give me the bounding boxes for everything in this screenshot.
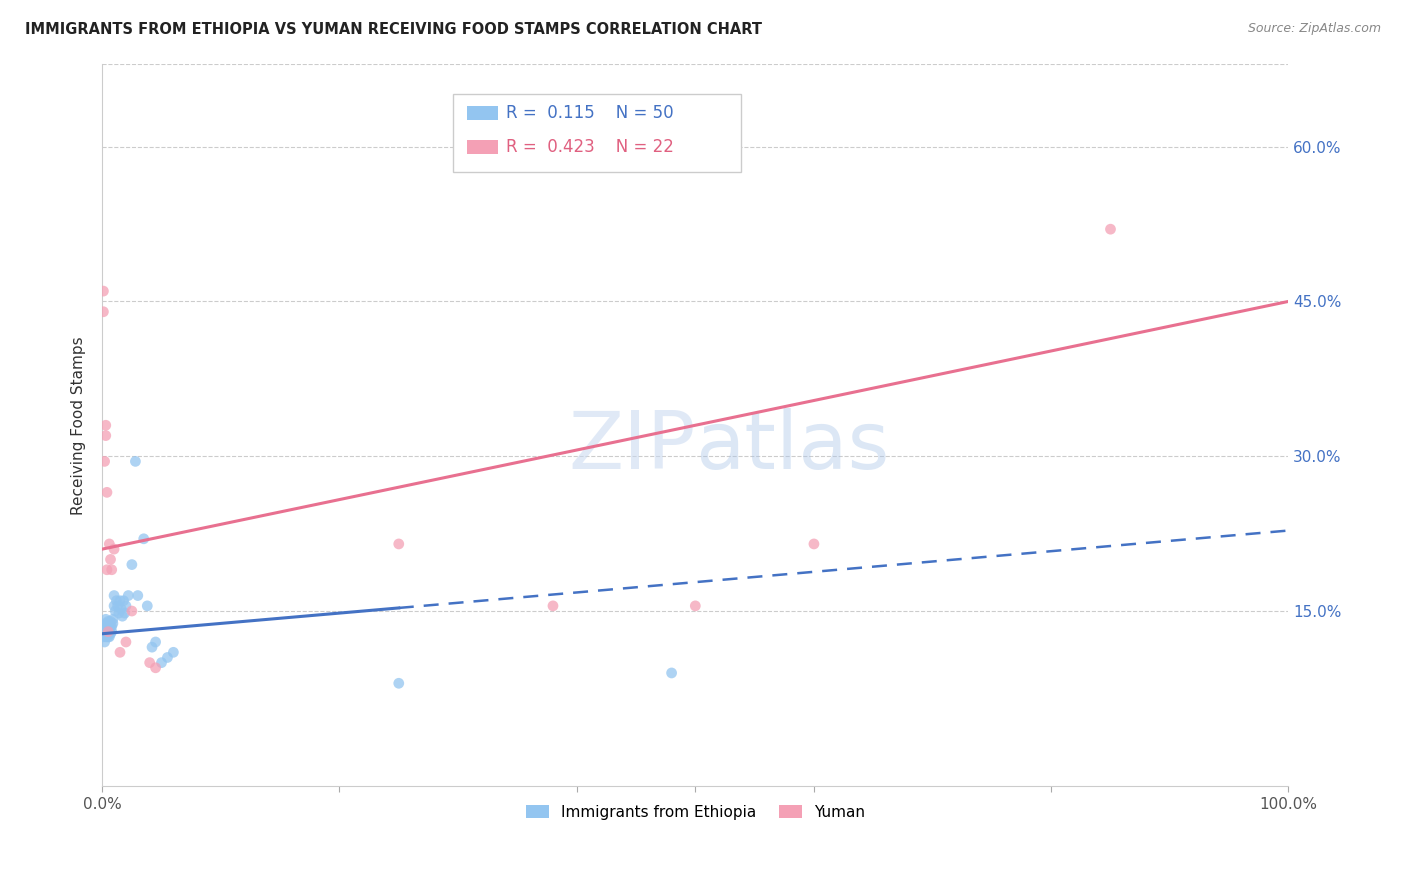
- Point: [94, 612, 117, 626]
- Point: [103, 589, 125, 603]
- Point: [138, 656, 160, 670]
- Point: [107, 599, 129, 613]
- Point: [94, 630, 117, 644]
- Point: [94, 418, 117, 433]
- Point: [141, 640, 163, 655]
- Point: [388, 676, 411, 690]
- Point: [110, 602, 132, 616]
- Point: [98, 537, 121, 551]
- Point: [93, 623, 115, 637]
- Point: [388, 537, 411, 551]
- Point: [98, 616, 121, 631]
- Point: [156, 650, 179, 665]
- Point: [97, 615, 120, 629]
- Point: [1099, 222, 1122, 236]
- Point: [117, 589, 139, 603]
- Point: [108, 645, 131, 659]
- Text: R =  0.423    N = 22: R = 0.423 N = 22: [506, 138, 673, 156]
- Point: [803, 537, 825, 551]
- Point: [100, 626, 122, 640]
- Point: [96, 563, 118, 577]
- Point: [112, 593, 135, 607]
- Point: [101, 616, 124, 631]
- Point: [100, 619, 122, 633]
- Point: [103, 542, 125, 557]
- Text: atlas: atlas: [696, 408, 890, 486]
- Point: [93, 626, 115, 640]
- Point: [97, 624, 120, 639]
- Point: [96, 626, 118, 640]
- Text: IMMIGRANTS FROM ETHIOPIA VS YUMAN RECEIVING FOOD STAMPS CORRELATION CHART: IMMIGRANTS FROM ETHIOPIA VS YUMAN RECEIV…: [25, 22, 762, 37]
- Text: Source: ZipAtlas.com: Source: ZipAtlas.com: [1247, 22, 1381, 36]
- Point: [108, 593, 131, 607]
- Point: [121, 558, 143, 572]
- Point: [100, 615, 122, 629]
- Point: [98, 630, 121, 644]
- Point: [93, 454, 115, 468]
- Point: [114, 606, 136, 620]
- Point: [121, 604, 143, 618]
- Point: [97, 624, 120, 639]
- Text: R =  0.115    N = 50: R = 0.115 N = 50: [506, 104, 673, 122]
- Point: [96, 619, 118, 633]
- Point: [111, 609, 134, 624]
- Legend: Immigrants from Ethiopia, Yuman: Immigrants from Ethiopia, Yuman: [519, 798, 872, 826]
- Point: [94, 616, 117, 631]
- Point: [93, 635, 115, 649]
- Point: [541, 599, 564, 613]
- Point: [96, 623, 118, 637]
- Point: [127, 589, 149, 603]
- Point: [103, 599, 125, 613]
- Point: [685, 599, 707, 613]
- Y-axis label: Receiving Food Stamps: Receiving Food Stamps: [72, 336, 86, 515]
- Point: [115, 599, 138, 613]
- Point: [94, 428, 117, 442]
- Point: [162, 645, 184, 659]
- Point: [97, 630, 120, 644]
- Point: [98, 623, 121, 637]
- Point: [94, 624, 117, 639]
- Point: [124, 454, 146, 468]
- Point: [93, 284, 115, 298]
- Point: [100, 619, 122, 633]
- Point: [145, 661, 167, 675]
- Point: [115, 635, 138, 649]
- Point: [93, 304, 115, 318]
- Point: [104, 604, 127, 618]
- Point: [93, 630, 115, 644]
- Point: [100, 563, 122, 577]
- Point: [101, 612, 124, 626]
- Point: [132, 532, 155, 546]
- Point: [136, 599, 159, 613]
- Point: [100, 624, 122, 639]
- Point: [145, 635, 167, 649]
- Text: ZIP: ZIP: [568, 408, 696, 486]
- Point: [661, 665, 683, 680]
- Point: [150, 656, 173, 670]
- Point: [105, 593, 128, 607]
- Point: [96, 485, 118, 500]
- Point: [108, 606, 131, 620]
- Point: [100, 552, 122, 566]
- Point: [93, 619, 115, 633]
